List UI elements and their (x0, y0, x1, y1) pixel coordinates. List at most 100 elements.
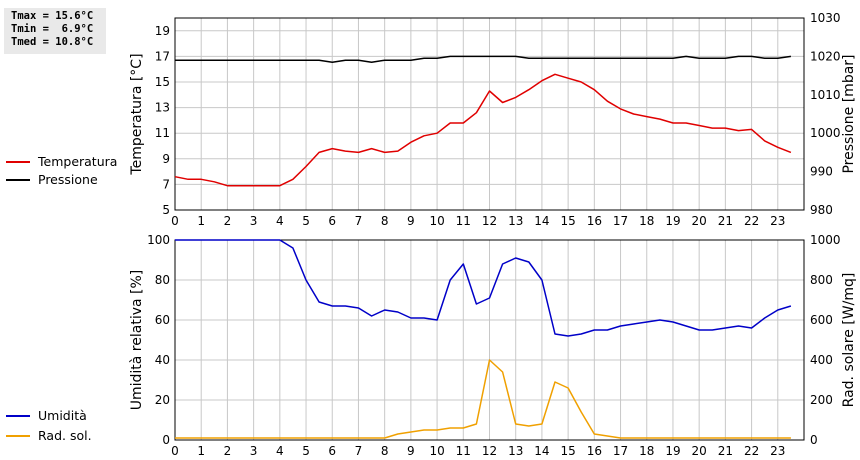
y2-tick-label: 800 (810, 273, 833, 287)
x-tick-label: 6 (328, 444, 336, 458)
x-tick-label: 18 (639, 444, 654, 458)
y2-tick-label: 0 (810, 433, 818, 447)
x-tick-label: 22 (744, 214, 759, 228)
y2-tick-label: 1010 (810, 88, 841, 102)
series-line-temperatura (174, 73, 792, 187)
legend-label: Umidità (38, 408, 87, 423)
y-tick-label: 19 (155, 24, 170, 38)
x-tick-label: 11 (456, 214, 471, 228)
y-tick-label: 7 (162, 177, 170, 191)
x-tick-label: 16 (587, 444, 602, 458)
stat-tmin: Tmin = 6.9°C (11, 23, 94, 35)
legend-item-pressure: Pressione (6, 172, 98, 187)
x-tick-label: 1 (197, 214, 205, 228)
x-tick-label: 12 (482, 444, 497, 458)
legend-item-humidity: Umidità (6, 408, 87, 423)
x-tick-label: 7 (355, 214, 363, 228)
x-tick-label: 21 (718, 214, 733, 228)
x-tick-label: 14 (534, 214, 549, 228)
x-tick-label: 0 (171, 214, 179, 228)
x-tick-label: 8 (381, 214, 389, 228)
x-tick-label: 21 (718, 444, 733, 458)
legend-label: Rad. sol. (38, 428, 92, 443)
y-tick-label: 80 (155, 273, 170, 287)
y2-tick-label: 400 (810, 353, 833, 367)
y2-tick-label: 600 (810, 313, 833, 327)
x-tick-label: 17 (613, 444, 628, 458)
legend-item-radiation: Rad. sol. (6, 428, 92, 443)
series-line-umidit- (175, 239, 792, 337)
x-tick-label: 10 (429, 444, 444, 458)
legend-item-temperature: Temperatura (6, 154, 117, 169)
x-tick-label: 23 (770, 214, 785, 228)
legend-swatch (6, 434, 30, 437)
x-tick-label: 3 (250, 444, 258, 458)
x-tick-label: 19 (665, 444, 680, 458)
x-tick-label: 6 (328, 214, 336, 228)
x-tick-label: 8 (381, 444, 389, 458)
x-tick-label: 5 (302, 444, 310, 458)
y-axis-label: Umidità relativa [%] (129, 270, 145, 411)
x-tick-label: 22 (744, 444, 759, 458)
x-tick-label: 18 (639, 214, 654, 228)
plot-frame (174, 239, 805, 441)
x-tick-label: 17 (613, 214, 628, 228)
x-tick-label: 15 (560, 214, 575, 228)
y2-tick-label: 1000 (810, 233, 841, 247)
y2-tick-label: 1020 (810, 49, 841, 63)
y2-axis-label: Rad. solare [W/mq] (841, 273, 857, 408)
y-tick-label: 17 (155, 49, 170, 63)
x-tick-label: 7 (355, 444, 363, 458)
x-tick-label: 20 (692, 214, 707, 228)
x-tick-label: 2 (224, 214, 232, 228)
x-tick-label: 14 (534, 444, 549, 458)
series-line-pressione (175, 55, 792, 63)
y2-tick-label: 990 (810, 165, 833, 179)
stats-box: Tmax = 15.6°C Tmin = 6.9°C Tmed = 10.8°C (4, 8, 106, 54)
y-tick-label: 60 (155, 313, 170, 327)
y2-axis-label: Pressione [mbar] (841, 54, 857, 173)
legend-swatch (6, 178, 30, 181)
y-tick-label: 11 (155, 126, 170, 140)
y2-tick-label: 1000 (810, 126, 841, 140)
plot-frame (174, 17, 805, 211)
y-tick-label: 9 (162, 152, 170, 166)
series-line-rad-sol- (175, 359, 791, 439)
x-tick-label: 9 (407, 214, 415, 228)
y-tick-label: 13 (155, 101, 170, 115)
x-tick-label: 4 (276, 444, 284, 458)
x-tick-label: 4 (276, 214, 284, 228)
legend-swatch (6, 160, 30, 163)
x-tick-label: 13 (508, 444, 523, 458)
y-tick-label: 20 (155, 393, 170, 407)
y-tick-label: 15 (155, 75, 170, 89)
y2-tick-label: 200 (810, 393, 833, 407)
y2-tick-label: 980 (810, 203, 833, 217)
x-tick-label: 13 (508, 214, 523, 228)
y-tick-label: 40 (155, 353, 170, 367)
x-tick-label: 16 (587, 214, 602, 228)
stat-tmax: Tmax = 15.6°C (11, 10, 94, 22)
x-tick-label: 19 (665, 214, 680, 228)
legend-swatch (6, 414, 30, 417)
stat-tmed: Tmed = 10.8°C (11, 36, 94, 48)
x-tick-label: 15 (560, 444, 575, 458)
x-tick-label: 5 (302, 214, 310, 228)
x-tick-label: 2 (224, 444, 232, 458)
x-tick-label: 12 (482, 214, 497, 228)
x-tick-label: 3 (250, 214, 258, 228)
x-tick-label: 11 (456, 444, 471, 458)
x-tick-label: 1 (197, 444, 205, 458)
x-tick-label: 20 (692, 444, 707, 458)
y2-tick-label: 1030 (810, 11, 841, 25)
y-axis-label: Temperatura [°C] (129, 53, 145, 175)
legend-label: Pressione (38, 172, 98, 187)
x-tick-label: 0 (171, 444, 179, 458)
legend-label: Temperatura (38, 154, 118, 169)
y-tick-label: 100 (147, 233, 170, 247)
x-tick-label: 9 (407, 444, 415, 458)
y-tick-label: 0 (162, 433, 170, 447)
x-tick-label: 10 (429, 214, 444, 228)
y-tick-label: 5 (162, 203, 170, 217)
